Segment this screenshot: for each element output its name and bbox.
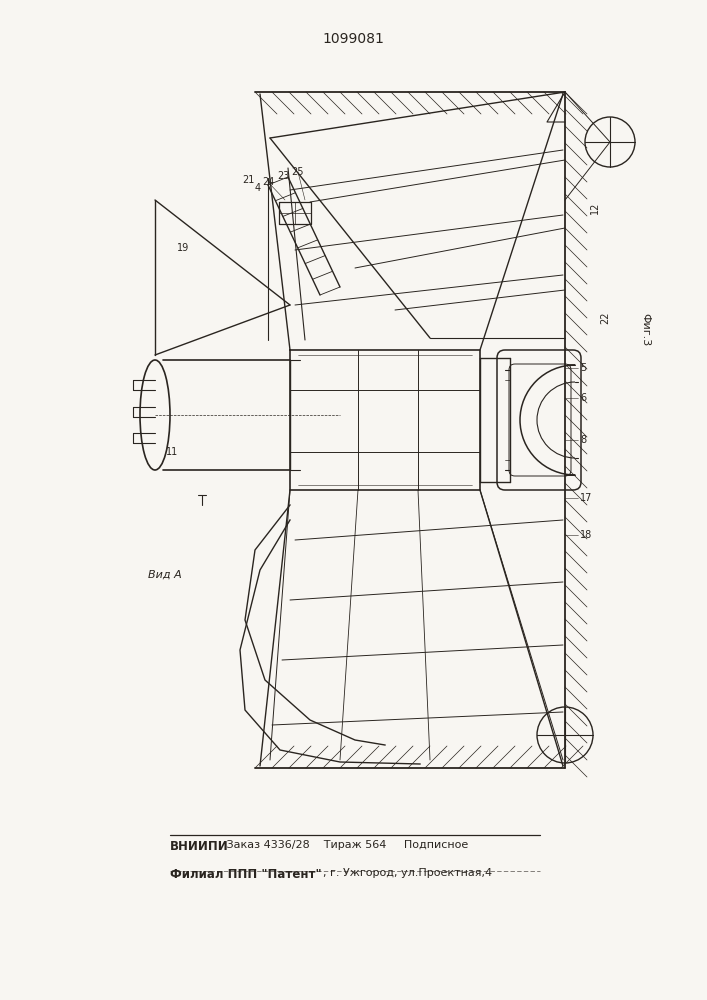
Text: 5: 5 (580, 363, 586, 373)
Text: 22: 22 (600, 312, 610, 324)
Text: 8: 8 (580, 435, 586, 445)
Text: 6: 6 (580, 393, 586, 403)
Text: Фиг.3: Фиг.3 (640, 313, 650, 347)
Text: ВНИИПИ: ВНИИПИ (170, 840, 228, 853)
Text: Заказ 4336/28    Тираж 564     Подписное: Заказ 4336/28 Тираж 564 Подписное (216, 840, 468, 850)
Text: 23: 23 (277, 171, 289, 181)
Text: 12: 12 (590, 202, 600, 214)
Text: 21: 21 (242, 175, 255, 185)
Text: 25: 25 (292, 167, 304, 177)
Text: Вид А: Вид А (148, 570, 182, 580)
Text: , г. Ужгород, ул.Проектная,4: , г. Ужгород, ул.Проектная,4 (323, 868, 492, 878)
Text: 4: 4 (255, 183, 261, 193)
Text: 19: 19 (177, 243, 189, 253)
Text: 11: 11 (166, 447, 178, 457)
Text: Филиал ППП "Патент": Филиал ППП "Патент" (170, 868, 321, 881)
Text: 24: 24 (262, 177, 274, 187)
Text: 18: 18 (580, 530, 592, 540)
Text: 17: 17 (580, 493, 592, 503)
Text: 1099081: 1099081 (322, 32, 385, 46)
